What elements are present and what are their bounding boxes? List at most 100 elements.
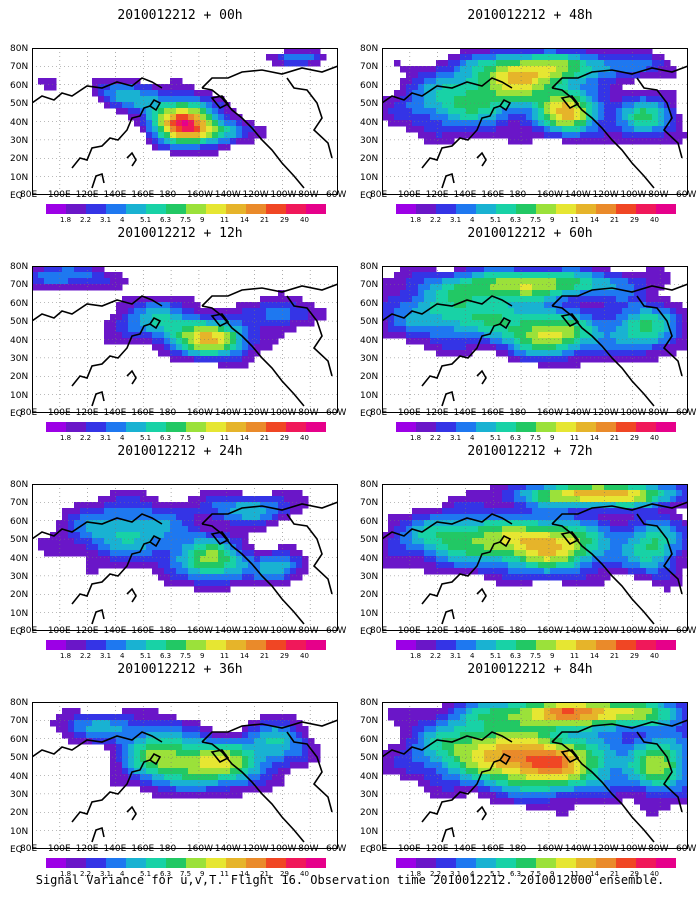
colorbar-label: 21 xyxy=(610,434,619,442)
colorbar-label: 1.8 xyxy=(410,652,422,660)
colorbar-swatch xyxy=(656,422,676,432)
lon-tick-label: 60W xyxy=(326,408,347,418)
colorbar-swatch xyxy=(616,204,636,214)
lon-tick-label: 120W xyxy=(592,190,619,200)
lon-tick-label: 180 xyxy=(509,626,527,636)
colorbar-label: 7.5 xyxy=(530,652,542,660)
variance-field xyxy=(38,48,327,157)
colorbar-swatch xyxy=(536,204,556,214)
colorbar-swatch xyxy=(436,204,456,214)
colorbar-label: 11 xyxy=(570,870,579,878)
map-area xyxy=(31,266,339,413)
lon-tick-label: 100E xyxy=(397,844,421,854)
map-frame xyxy=(32,48,338,195)
lat-tick-label: EQ xyxy=(360,409,373,419)
lat-tick-label: 40N xyxy=(10,771,29,782)
colorbar-label: 9 xyxy=(550,870,555,878)
map-area xyxy=(381,266,689,413)
lon-tick-label: 60W xyxy=(326,844,347,854)
colorbar-swatch xyxy=(476,204,496,214)
lon-tick-label: 60W xyxy=(676,626,697,636)
map-grid xyxy=(32,266,338,413)
colorbar-label: 11 xyxy=(220,652,229,660)
colorbar-swatch xyxy=(456,858,476,868)
lon-tick-label: 120E xyxy=(75,844,99,854)
colorbar xyxy=(396,640,676,650)
variance-field xyxy=(50,708,321,799)
colorbar-label: 7.5 xyxy=(180,870,192,878)
colorbar-swatch xyxy=(266,858,286,868)
figure-caption: Signal Variance for u,v,T. Flight 16. Ob… xyxy=(35,873,665,887)
colorbar-swatch xyxy=(226,858,246,868)
lat-tick-label: 40N xyxy=(10,553,29,564)
colorbar-label: 2.2 xyxy=(80,870,92,878)
lat-tick-label: EQ xyxy=(360,845,373,855)
colorbar-label: 14 xyxy=(240,434,249,442)
lat-tick-label: 10N xyxy=(360,390,379,401)
lat-tick-label: 30N xyxy=(10,571,29,582)
colorbar-swatch xyxy=(576,422,596,432)
lon-tick-label: 160W xyxy=(536,190,563,200)
colorbar-swatch xyxy=(166,640,186,650)
colorbar-label: 9 xyxy=(550,434,555,442)
lon-tick-label: 60W xyxy=(676,408,697,418)
colorbar-label: 2.2 xyxy=(430,652,442,660)
colorbar-label: 7.5 xyxy=(180,434,192,442)
lon-tick-label: 60W xyxy=(326,626,347,636)
colorbar-swatch xyxy=(496,422,516,432)
colorbar-label: 14 xyxy=(240,870,249,878)
lon-tick-label: 100W xyxy=(620,844,647,854)
lat-tick-label: 50N xyxy=(360,317,379,328)
colorbar-swatch xyxy=(576,204,596,214)
lat-tick-label: 80N xyxy=(10,480,29,490)
lat-tick-label: 10N xyxy=(10,390,29,401)
lat-tick-label: 50N xyxy=(10,317,29,328)
colorbar-label: 5.1 xyxy=(140,652,152,660)
colorbar-label: 4 xyxy=(470,870,475,878)
colorbar-swatch xyxy=(126,204,146,214)
colorbar-label: 29 xyxy=(630,870,639,878)
colorbar-label: 6.3 xyxy=(510,870,522,878)
lat-tick-label: 50N xyxy=(360,753,379,764)
lat-tick-label: EQ xyxy=(10,845,23,855)
map-frame xyxy=(32,702,338,849)
colorbar-label: 3.1 xyxy=(450,216,462,224)
colorbar-label: 5.1 xyxy=(140,870,152,878)
forecast-panel: 2010012212 + 24h 80N 70N 60N 50N 40N 30N 20N 10N… xyxy=(10,444,350,660)
colorbar-swatch xyxy=(286,204,306,214)
lon-tick-label: 80W xyxy=(298,626,319,636)
colorbar-swatch xyxy=(166,422,186,432)
colorbar-swatch xyxy=(496,858,516,868)
colorbar-label: 1.8 xyxy=(60,870,72,878)
colorbar-label: 4 xyxy=(470,434,475,442)
colorbar-swatch xyxy=(636,422,656,432)
colorbar-swatch xyxy=(306,204,326,214)
lat-tick-label: 50N xyxy=(10,99,29,110)
colorbar-label: 21 xyxy=(260,870,269,878)
lon-tick-label: 120W xyxy=(592,408,619,418)
variance-field xyxy=(382,702,689,817)
colorbar-label: 14 xyxy=(590,652,599,660)
lon-tick-label: 140W xyxy=(564,626,591,636)
lat-tick-label: 30N xyxy=(10,353,29,364)
colorbar-swatch xyxy=(516,858,536,868)
lat-tick-label: 40N xyxy=(10,335,29,346)
lat-tick-label: EQ xyxy=(10,409,23,419)
coastlines xyxy=(381,501,689,625)
lat-tick-label: 10N xyxy=(10,608,29,619)
colorbar-label: 21 xyxy=(260,216,269,224)
map-area xyxy=(381,702,689,849)
lat-tick-label: 60N xyxy=(360,80,379,91)
lat-tick-label: 40N xyxy=(360,771,379,782)
colorbar-label: 21 xyxy=(260,434,269,442)
map-plot xyxy=(381,702,689,849)
lon-tick-label: 80E xyxy=(20,626,38,636)
lat-tick-label: 10N xyxy=(360,172,379,183)
colorbar-swatch xyxy=(596,422,616,432)
map-grid xyxy=(32,48,338,195)
colorbar-label: 11 xyxy=(220,216,229,224)
colorbar-label: 29 xyxy=(280,870,289,878)
lat-tick-label: 70N xyxy=(360,716,379,727)
map-plot xyxy=(31,266,339,413)
lon-tick-label: 160W xyxy=(186,408,213,418)
